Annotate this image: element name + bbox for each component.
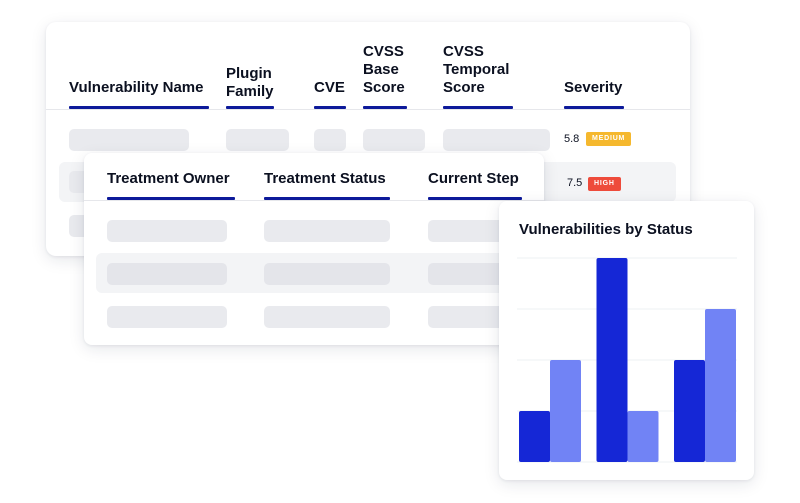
col-underline [443,106,513,109]
col-underline [428,197,522,200]
chart-bar[interactable] [627,411,659,462]
skeleton-cell [69,129,189,151]
col-header-plugin-family[interactable]: Plugin Family [226,65,274,100]
skeleton-cell [264,306,390,328]
chart-bar[interactable] [705,309,736,462]
col-header-treatment-status[interactable]: Treatment Status [264,170,386,187]
col-underline [363,106,407,109]
skeleton-cell [107,263,227,285]
skeleton-cell [443,129,550,151]
skeleton-cell [428,220,508,242]
col-header-treatment-owner[interactable]: Treatment Owner [107,170,230,187]
col-underline [264,197,390,200]
skeleton-cell [107,220,227,242]
skeleton-cell [363,129,425,151]
cvss-score: 5.8 [564,133,580,145]
bar-chart [517,257,737,463]
chart-bar[interactable] [519,411,550,462]
col-underline [226,106,274,109]
col-header-severity[interactable]: Severity [564,79,623,96]
skeleton-cell [107,306,227,328]
chart-bar[interactable] [596,258,628,462]
chart-bar[interactable] [550,360,581,462]
skeleton-cell [314,129,346,151]
severity-badge: HIGH [588,177,621,191]
col-header-cvss-base-score[interactable]: CVSS Base Score [363,43,405,96]
header-divider [46,109,690,110]
chart-bar[interactable] [674,360,705,462]
col-underline [314,106,346,109]
skeleton-cell [264,220,390,242]
severity-badge: MEDIUM [586,132,632,146]
cvss-score: 7.5 [567,177,583,189]
col-header-vulnerability-name[interactable]: Vulnerability Name [69,79,204,96]
skeleton-cell [264,263,390,285]
skeleton-cell [226,129,289,151]
col-underline [69,106,209,109]
header-divider [84,200,544,201]
col-underline [107,197,235,200]
col-header-cvss-temporal-score[interactable]: CVSS Temporal Score [443,43,510,96]
skeleton-cell [428,263,508,285]
chart-title: Vulnerabilities by Status [519,221,693,238]
skeleton-cell [428,306,508,328]
col-header-cve[interactable]: CVE [314,79,345,96]
col-underline [564,106,624,109]
col-header-current-step[interactable]: Current Step [428,170,519,187]
